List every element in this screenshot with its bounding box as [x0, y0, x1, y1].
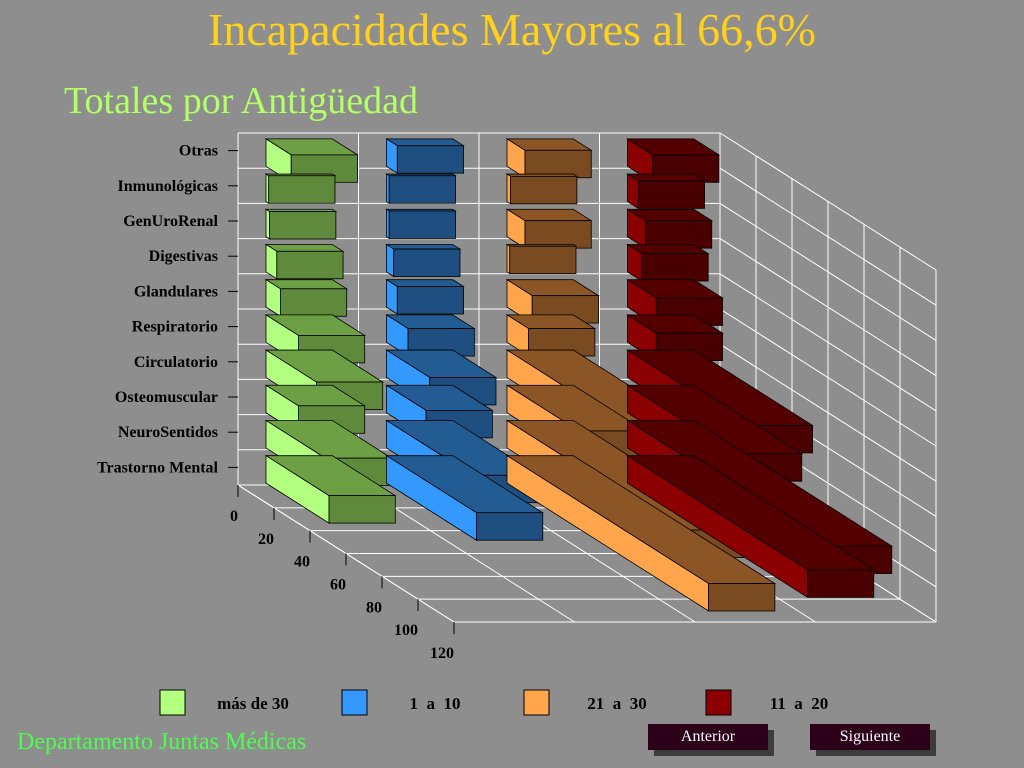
bar-front	[268, 175, 336, 204]
slide-subtitle: Totales por Antigüedad	[64, 80, 419, 122]
legend-swatch	[523, 689, 550, 716]
bar-side	[386, 243, 395, 278]
legend-label: 21 a 30	[587, 694, 647, 713]
bar-front	[396, 145, 464, 174]
x-tick-label: 20	[258, 531, 274, 548]
x-axis-ticks: 0 20 40 60 80 100 120	[230, 485, 455, 662]
chart-legend: más de 30 1 a 10 21 a 30 11 a 20	[159, 689, 829, 716]
bar	[385, 243, 462, 278]
bar	[505, 208, 593, 249]
bar-front	[328, 495, 396, 524]
bar	[264, 384, 367, 435]
bar-top	[626, 173, 706, 182]
bar-front	[510, 175, 578, 205]
bar-front	[269, 211, 337, 240]
x-tick-label: 0	[230, 508, 238, 525]
footer-department: Departamento Juntas Médicas	[17, 729, 307, 755]
category-label: Glandulares	[134, 283, 218, 300]
bar	[385, 278, 465, 315]
bar-front	[509, 245, 577, 275]
category-label: Inmunológicas	[118, 178, 218, 195]
x-tick-label: 100	[394, 622, 418, 639]
category-label: Trastorno Mental	[97, 459, 219, 476]
bar	[385, 208, 457, 240]
bar-side	[506, 243, 511, 275]
bar-front	[641, 253, 709, 282]
bar-front	[396, 286, 464, 315]
bar-side	[386, 173, 390, 204]
bar	[626, 243, 710, 282]
bar-top	[385, 279, 465, 287]
category-label: Osteomuscular	[115, 389, 218, 406]
legend-label: 1 a 10	[410, 694, 461, 713]
bar-side	[265, 173, 270, 204]
bar-front	[476, 512, 544, 541]
category-label: Digestivas	[149, 248, 218, 265]
bar-front	[807, 569, 875, 598]
bar	[505, 243, 578, 275]
legend-swatch	[705, 689, 732, 716]
bar	[505, 138, 593, 179]
bar	[385, 173, 457, 204]
bar	[505, 454, 777, 612]
bar-top	[264, 244, 345, 252]
bar-front	[393, 248, 461, 277]
chart-bars	[264, 138, 894, 612]
bar	[626, 173, 706, 210]
bar	[505, 173, 579, 205]
category-labels: Trastorno Mental NeuroSentidos Osteomuscul…	[97, 143, 238, 476]
bar	[264, 454, 397, 524]
bar	[264, 173, 337, 204]
category-label: Respiratorio	[132, 319, 218, 336]
slide-title: Incapacidades Mayores al 66,6%	[208, 4, 816, 55]
category-label: Circulatorio	[134, 354, 218, 371]
bar-front	[708, 583, 776, 612]
bar	[626, 454, 876, 599]
bar-top	[385, 138, 465, 147]
legend-label: 11 a 20	[770, 694, 829, 713]
bar-side	[506, 173, 512, 205]
bar	[385, 138, 465, 174]
x-tick-label: 120	[430, 645, 454, 662]
bar-front	[388, 175, 456, 204]
bar-side	[386, 208, 390, 240]
bar	[626, 314, 724, 362]
bar-top	[385, 244, 462, 250]
bar	[264, 243, 345, 280]
next-button[interactable]: Siguiente	[810, 724, 930, 750]
bar-front	[524, 220, 592, 249]
bar-front	[276, 250, 344, 280]
bar	[264, 208, 338, 240]
category-label: GenUroRenal	[123, 213, 218, 230]
x-tick-label: 80	[366, 599, 382, 616]
bar	[264, 278, 349, 317]
x-tick-label: 40	[294, 554, 310, 571]
bar	[626, 138, 721, 184]
category-label: NeuroSentidos	[118, 424, 218, 441]
x-tick-label: 60	[330, 577, 346, 594]
bar-front	[645, 220, 713, 249]
previous-button[interactable]: Anterior	[648, 724, 768, 750]
bar	[385, 454, 545, 541]
bar-front	[388, 210, 456, 239]
bar-front	[279, 288, 348, 317]
legend-label: más de 30	[217, 694, 289, 713]
bar	[626, 208, 714, 249]
bar-front	[524, 149, 592, 179]
legend-swatch	[159, 689, 186, 716]
legend-swatch	[341, 689, 368, 716]
category-label: Otras	[179, 143, 218, 160]
bar-side	[265, 208, 271, 240]
bar-front	[637, 180, 705, 209]
